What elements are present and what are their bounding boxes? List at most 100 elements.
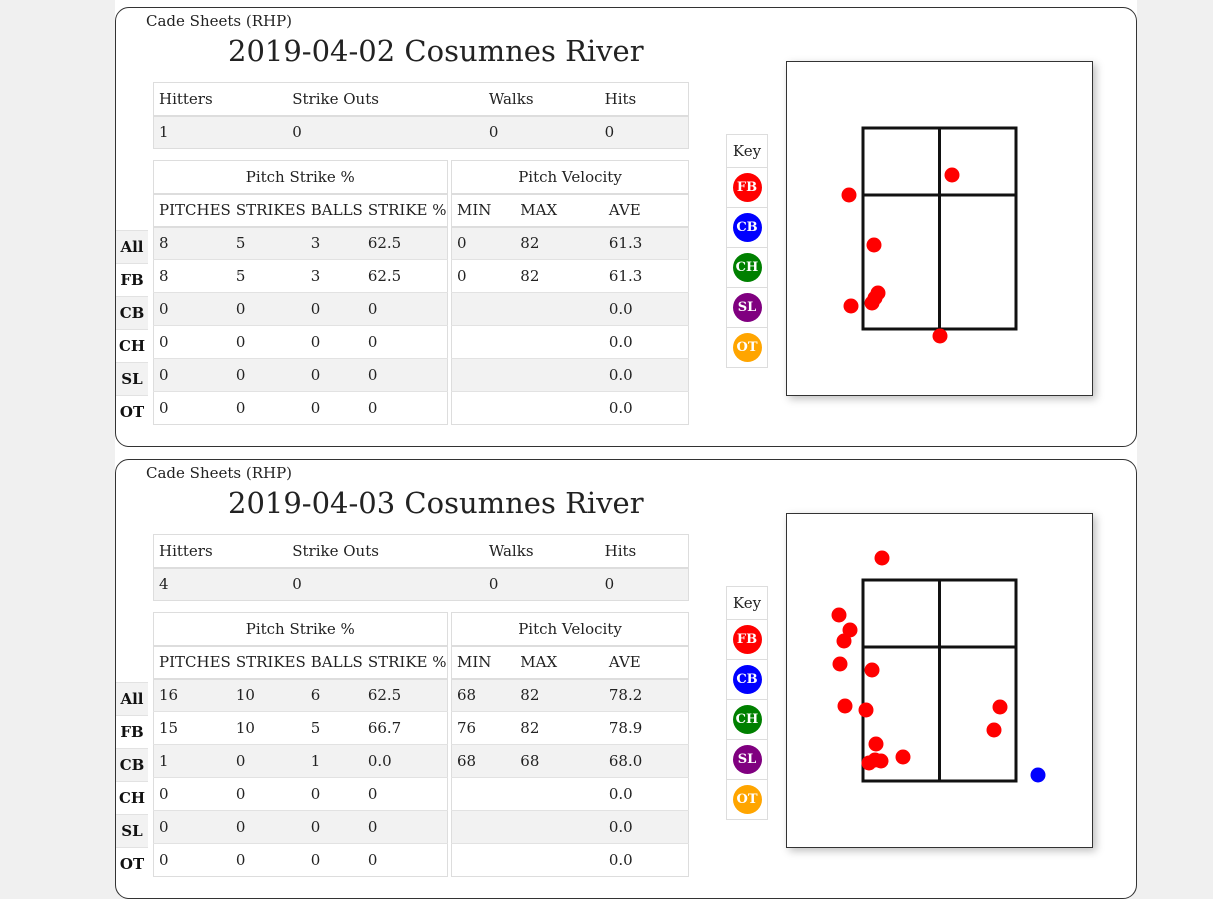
pitch-velocity-cell <box>515 391 604 425</box>
pitch-velocity-cell: 0.0 <box>603 292 689 326</box>
pitch-velocity-cell: 68 <box>451 678 516 712</box>
strike-zone-svg <box>841 126 1018 344</box>
key-item: OT <box>727 328 767 368</box>
pitch-strike-header-row: PITCHES STRIKES BALLS STRIKE % <box>153 193 447 228</box>
pitch-strike-cell: 0 <box>153 391 231 425</box>
pitch-key: Key FB CB CH SL OT <box>726 586 768 820</box>
pitch-strike-cell: 0 <box>153 292 231 326</box>
game-title: 2019-04-03 Cosumnes River <box>228 486 644 520</box>
pitch-velocity-row: 0.0 <box>451 391 689 425</box>
row-label: OT <box>116 847 148 880</box>
pitch-strike-cell: 0 <box>305 810 363 844</box>
key-item: CB <box>727 660 767 700</box>
pitch-dot-fb <box>842 622 858 638</box>
pitch-velocity-cell <box>515 810 604 844</box>
key-badge-ch: CH <box>732 253 762 282</box>
pitch-strike-cell: 62.5 <box>362 678 447 712</box>
pitch-key: Key FB CB CH SL OT <box>726 134 768 368</box>
pitch-strike-cell: 62.5 <box>362 226 447 260</box>
summary-header-row: Hitters Strike Outs Walks Hits <box>153 82 689 117</box>
pitch-velocity-row: 0.0 <box>451 292 689 326</box>
pitch-strike-cell: 0 <box>230 358 306 392</box>
summary-header: Hitters <box>153 82 288 117</box>
strike-zone-plot <box>786 61 1093 396</box>
row-label: CH <box>116 781 148 814</box>
pitch-strike-cell: 0 <box>230 391 306 425</box>
pitch-strike-header: STRIKE % <box>362 645 447 680</box>
pitch-strike-cell: 10 <box>230 711 306 745</box>
summary-header: Strike Outs <box>287 534 484 569</box>
pitch-velocity-cell <box>451 777 516 811</box>
pitch-strike-cell: 8 <box>153 226 231 260</box>
pitch-strike-cell: 0 <box>305 777 363 811</box>
pitch-strike-header: PITCHES <box>153 645 231 680</box>
key-label: Key <box>727 135 767 168</box>
key-badge-ot: OT <box>732 333 762 362</box>
pitch-velocity-title: Pitch Velocity <box>451 612 689 647</box>
pitch-strike-header: STRIKES <box>230 193 306 228</box>
pitch-dot-fb <box>874 550 890 566</box>
row-label: CB <box>116 296 148 329</box>
row-label: All <box>116 230 148 263</box>
pitch-velocity-header-row: MIN MAX AVE <box>451 193 689 228</box>
pitch-velocity-cell: 82 <box>515 259 604 293</box>
pitch-strike-cell: 62.5 <box>362 259 447 293</box>
pitch-strike-cell: 0 <box>362 358 447 392</box>
pitch-velocity-cell: 82 <box>515 711 604 745</box>
pitch-velocity-table: Pitch Velocity MIN MAX AVE 0 82 61.3 0 82 61.3 0.0… <box>451 160 689 425</box>
pitch-strike-cell: 3 <box>305 259 363 293</box>
summary-value: 1 <box>153 115 288 149</box>
pitch-dot-fb <box>831 607 847 623</box>
summary-value: 0 <box>483 115 600 149</box>
pitch-strike-cell: 0 <box>230 292 306 326</box>
summary-header: Hitters <box>153 534 288 569</box>
pitch-strike-cell: 5 <box>230 259 306 293</box>
key-badge-sl: SL <box>732 745 762 774</box>
pitch-velocity-cell: 0.0 <box>603 358 689 392</box>
key-badge-ot: OT <box>732 785 762 814</box>
pitch-velocity-cell: 68.0 <box>603 744 689 778</box>
row-label: CB <box>116 748 148 781</box>
pitch-velocity-row: 0 82 61.3 <box>451 226 689 260</box>
pitch-strike-row: 16 10 6 62.5 <box>153 678 447 712</box>
pitch-strike-cell: 0 <box>230 325 306 359</box>
pitch-velocity-cell <box>515 292 604 326</box>
pitch-velocity-header: MAX <box>515 193 604 228</box>
pitch-dot-fb <box>837 698 853 714</box>
game-card: Cade Sheets (RHP) 2019-04-03 Cosumnes Riv… <box>115 459 1137 899</box>
key-item: CB <box>727 208 767 248</box>
pitch-strike-cell: 15 <box>153 711 231 745</box>
pitch-velocity-cell <box>515 358 604 392</box>
game-title: 2019-04-02 Cosumnes River <box>228 34 644 68</box>
key-item: CH <box>727 248 767 288</box>
summary-table: Hitters Strike Outs Walks Hits 4 0 0 0 <box>153 534 689 601</box>
pitch-dot-fb <box>841 187 857 203</box>
pitch-strike-cell: 0.0 <box>362 744 447 778</box>
pitch-velocity-cell: 82 <box>515 678 604 712</box>
pitch-velocity-header: AVE <box>603 645 689 680</box>
pitch-strike-title: Pitch Strike % <box>153 612 447 647</box>
key-item: FB <box>727 168 767 208</box>
pitch-velocity-row: 0.0 <box>451 777 689 811</box>
pitch-velocity-cell: 61.3 <box>603 259 689 293</box>
key-item: SL <box>727 740 767 780</box>
row-label: CH <box>116 329 148 362</box>
pitch-velocity-row: 0.0 <box>451 843 689 877</box>
pitch-strike-cell: 16 <box>153 678 231 712</box>
pitch-velocity-row: 0.0 <box>451 810 689 844</box>
pitch-strike-row: 8 5 3 62.5 <box>153 226 447 260</box>
pitch-strike-header: STRIKES <box>230 645 306 680</box>
pitch-strike-header-row: PITCHES STRIKES BALLS STRIKE % <box>153 645 447 680</box>
pitch-strike-cell: 0 <box>362 325 447 359</box>
key-item: CH <box>727 700 767 740</box>
pitch-velocity-cell <box>451 843 516 877</box>
pitch-strike-cell: 10 <box>230 678 306 712</box>
summary-value: 0 <box>599 115 689 149</box>
pitch-strike-header: BALLS <box>305 645 363 680</box>
key-item: OT <box>727 780 767 820</box>
pitch-dot-fb <box>843 298 859 314</box>
summary-table: Hitters Strike Outs Walks Hits 1 0 0 0 <box>153 82 689 149</box>
pitch-velocity-cell <box>451 358 516 392</box>
